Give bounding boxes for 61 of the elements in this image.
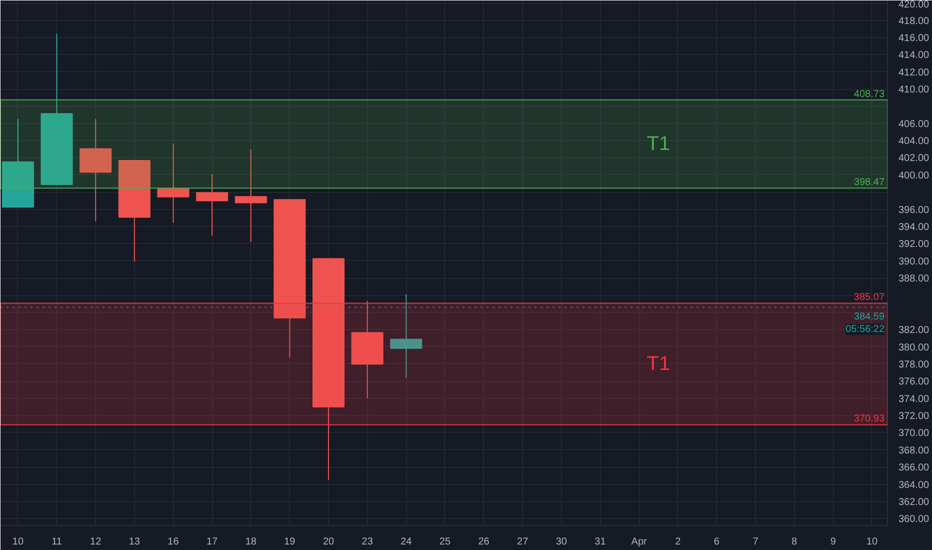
x-tick-label: 10	[12, 536, 24, 548]
y-tick-label: 374.00	[898, 394, 930, 405]
x-tick-label: 26	[478, 536, 490, 548]
x-tick-label: Apr	[631, 536, 648, 548]
x-tick-label: 12	[90, 536, 102, 548]
y-tick-label: 380.00	[898, 342, 930, 354]
y-tick-label: 378.00	[898, 359, 930, 370]
x-tick-label: 7	[752, 536, 759, 548]
x-tick-label: 2	[675, 536, 682, 548]
y-tick-label: 364.00	[898, 480, 930, 491]
x-tick-label: 23	[362, 536, 374, 548]
ref-line-label: 370.93	[854, 414, 885, 425]
y-tick-label: 418.00	[898, 16, 930, 27]
y-tick-label: 362.00	[898, 496, 930, 508]
x-tick-label: 30	[556, 536, 568, 548]
band-label: T1	[646, 132, 670, 155]
ref-line-label: 408.73	[854, 88, 885, 100]
x-tick-label: 9	[830, 536, 836, 548]
x-tick-label: 17	[206, 536, 218, 548]
y-tick-label: 406.00	[898, 118, 930, 130]
x-tick-label: 27	[517, 536, 529, 548]
y-tick-label: 414.00	[898, 50, 930, 62]
y-tick-label: 388.00	[898, 274, 930, 285]
y-tick-label: 368.00	[898, 445, 930, 456]
y-tick-label: 390.00	[898, 256, 930, 268]
x-tick-label: 19	[284, 536, 296, 548]
x-tick-label: 6	[714, 536, 720, 548]
y-tick-label: 360.00	[898, 514, 930, 526]
y-tick-label: 404.00	[898, 136, 930, 148]
x-tick-label: 25	[439, 536, 451, 548]
y-tick-label: 376.00	[898, 376, 930, 388]
y-tick-label: 392.00	[898, 239, 930, 250]
y-tick-label: 382.00	[898, 325, 930, 336]
ref-line-label: 385.07	[854, 292, 885, 304]
ref-line-label: 384.59	[854, 311, 885, 322]
y-tick-label: 420.00	[898, 0, 930, 10]
x-tick-label: 24	[400, 536, 412, 548]
y-tick-label: 410.00	[898, 84, 930, 96]
y-tick-label: 394.00	[898, 222, 930, 233]
y-tick-label: 400.00	[898, 170, 930, 182]
x-tick-label: 18	[245, 536, 257, 548]
x-tick-label: 10	[866, 536, 878, 548]
y-tick-label: 370.00	[898, 428, 930, 440]
y-tick-label: 412.00	[898, 67, 930, 78]
y-tick-label: 366.00	[898, 462, 930, 474]
x-tick-label: 11	[52, 536, 62, 548]
x-tick-label: 20	[322, 536, 335, 548]
y-tick-label: 396.00	[898, 204, 930, 216]
candlestick	[234, 148, 267, 242]
ref-line-label: 398.47	[854, 177, 885, 188]
candlestick	[196, 173, 228, 236]
x-tick-label: 16	[168, 536, 180, 548]
band-label: T1	[646, 352, 670, 375]
candlestick	[157, 142, 190, 224]
x-tick-label: 31	[594, 536, 606, 548]
y-tick-label: 416.00	[898, 32, 930, 44]
annotation: 05:56:22	[846, 324, 885, 335]
x-tick-label: 13	[128, 536, 140, 548]
x-tick-label: 8	[792, 536, 798, 548]
y-tick-label: 402.00	[898, 153, 930, 164]
y-tick-label: 372.00	[898, 411, 930, 422]
